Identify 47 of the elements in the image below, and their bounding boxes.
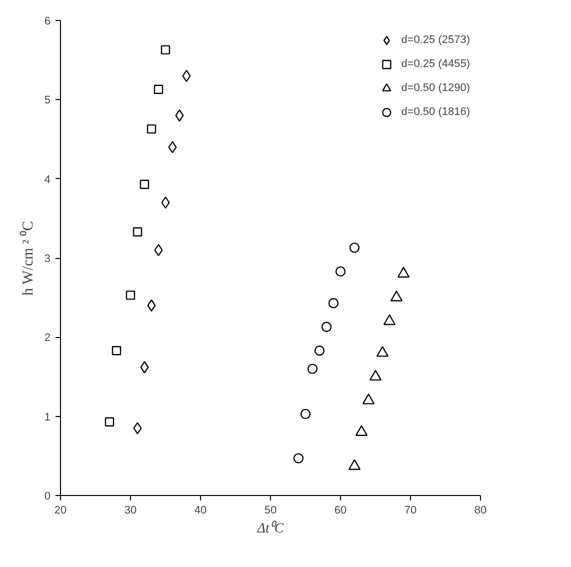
point (126, 290, 136, 300)
point (314, 346, 325, 356)
point (132, 227, 142, 236)
x-tick-label: 50 (264, 504, 277, 516)
legend-label: d=0.50 (1816) (401, 106, 470, 118)
point (133, 422, 142, 434)
point (293, 453, 304, 464)
legend-label: d=0.50 (1290) (401, 82, 470, 94)
legend-label: d=0.25 (2573) (401, 34, 470, 46)
y-tick-label: 3 (44, 253, 51, 265)
x-tick-label: 40 (194, 504, 207, 516)
point (348, 459, 361, 470)
x-tick-label: 30 (124, 504, 137, 516)
point (376, 346, 389, 357)
point (390, 290, 403, 302)
y-tick-label: 4 (44, 174, 51, 186)
point (140, 180, 150, 189)
y-tick-label: 5 (44, 94, 51, 107)
point (112, 346, 122, 356)
x-tick-label: 70 (404, 504, 417, 516)
y-tick-label: 2 (44, 332, 51, 344)
point (355, 425, 368, 436)
point (300, 408, 311, 420)
point (140, 361, 149, 374)
x-axis-title: Δt⁰C (256, 520, 284, 536)
point (349, 242, 360, 253)
point (369, 370, 382, 381)
point (362, 394, 375, 404)
point (160, 45, 170, 54)
x-tick-label: 20 (54, 504, 67, 516)
point (383, 314, 396, 326)
point (397, 266, 410, 278)
point (168, 141, 177, 154)
x-tick-label: 60 (334, 504, 347, 516)
y-tick-label: 1 (44, 411, 51, 424)
point (335, 266, 346, 277)
point (328, 298, 339, 308)
point (146, 124, 156, 134)
y-axis-title: h W/cm ² ⁰C (19, 220, 36, 296)
point (321, 322, 332, 332)
point (104, 417, 114, 426)
point (307, 364, 318, 374)
point (154, 84, 164, 94)
legend-label: d=0.25 (4455) (401, 58, 470, 70)
y-tick-label: 6 (44, 16, 51, 28)
x-tick-label: 80 (474, 504, 487, 516)
y-tick-label: 0 (44, 490, 51, 502)
